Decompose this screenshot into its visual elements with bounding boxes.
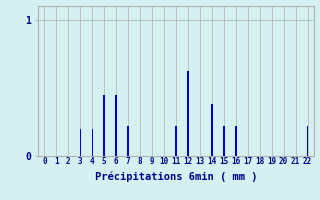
- Bar: [80, 129, 81, 156]
- Bar: [127, 126, 129, 156]
- Bar: [92, 129, 93, 156]
- Bar: [103, 95, 105, 156]
- Bar: [175, 126, 177, 156]
- Bar: [187, 71, 189, 156]
- X-axis label: Précipitations 6min ( mm ): Précipitations 6min ( mm ): [95, 172, 257, 182]
- Bar: [223, 126, 225, 156]
- Bar: [307, 126, 308, 156]
- Bar: [116, 95, 117, 156]
- Bar: [235, 126, 236, 156]
- Bar: [211, 104, 212, 156]
